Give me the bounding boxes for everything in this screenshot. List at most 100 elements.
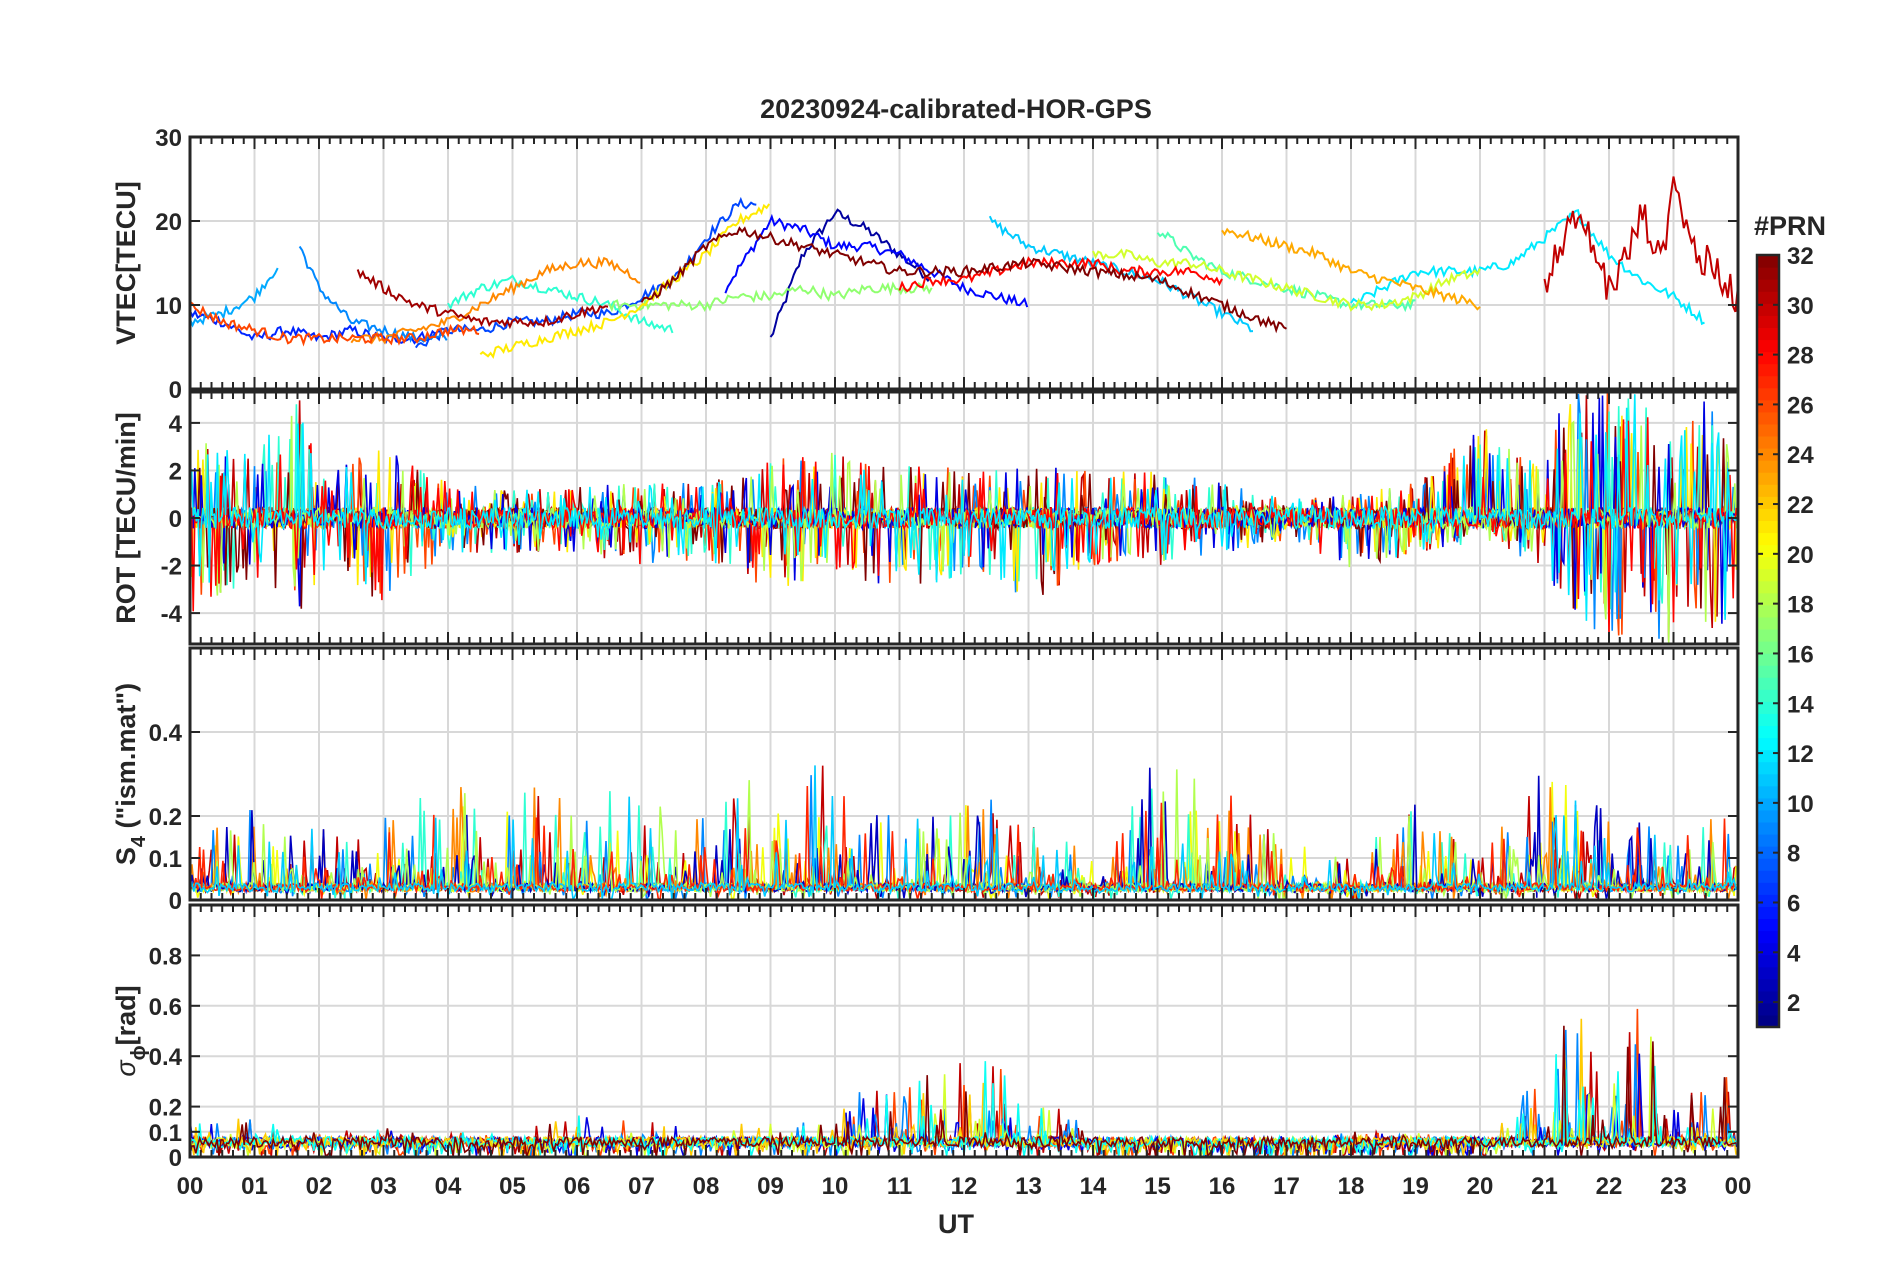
colorbar-swatch <box>1757 713 1779 727</box>
colorbar-swatch <box>1757 797 1779 811</box>
rot-series-prn-18 <box>190 415 1738 644</box>
colorbar-frame <box>1755 253 1781 1029</box>
x-tick-label: 00 <box>1725 1173 1752 1200</box>
colorbar-swatch <box>1757 556 1779 570</box>
colorbar-swatch <box>1757 484 1779 497</box>
x-tick-label: 08 <box>693 1173 720 1200</box>
x-tick-label: 20 <box>1467 1173 1494 1200</box>
y-tick-label: 0.2 <box>149 804 182 831</box>
colorbar-swatch <box>1757 677 1779 690</box>
colorbar-swatch <box>1757 628 1779 642</box>
colorbar-swatch <box>1757 906 1779 920</box>
panel-minor-ticks <box>189 905 1739 1157</box>
colorbar-swatch <box>1757 749 1779 763</box>
colorbar-swatch <box>1757 966 1779 980</box>
vtec-series-prn-23 <box>1221 227 1481 311</box>
colorbar-tick-label: 28 <box>1787 343 1814 370</box>
colorbar-swatch <box>1757 472 1779 485</box>
vtec-series-prn-24 <box>350 255 641 345</box>
x-tick-label: 07 <box>628 1173 655 1200</box>
colorbar-swatch <box>1757 761 1779 775</box>
colorbar-swatch <box>1757 821 1779 835</box>
y-axis-label: VTEC[TECU] <box>111 181 141 345</box>
colorbar-swatch <box>1757 725 1779 739</box>
colorbar-swatch <box>1757 641 1779 654</box>
x-tick-label: 10 <box>822 1173 849 1200</box>
vtec-series-prn-31 <box>356 269 609 330</box>
colorbar-swatch <box>1757 520 1779 534</box>
x-tick-label: 15 <box>1144 1173 1171 1200</box>
colorbar-tick-label: 18 <box>1787 592 1814 619</box>
x-tick-label: 02 <box>306 1173 333 1200</box>
vtec-series-prn-19 <box>1092 248 1481 312</box>
colorbar-swatch <box>1757 532 1779 546</box>
vtec-series-prn-5 <box>724 213 1029 308</box>
x-tick-label: 14 <box>1080 1173 1107 1200</box>
x-tick-label: 16 <box>1209 1173 1236 1200</box>
vtec-series-prn-9 <box>298 245 448 344</box>
y-tick-label: 0 <box>169 506 182 533</box>
colorbar-tick-label: 16 <box>1787 641 1814 668</box>
colorbar-swatch <box>1757 423 1779 437</box>
x-tick-label: 18 <box>1338 1173 1365 1200</box>
y-tick-label: 20 <box>155 209 182 236</box>
y-tick-label: 0.4 <box>149 720 183 747</box>
colorbar-swatch <box>1757 363 1779 377</box>
colorbar-swatch <box>1757 858 1779 871</box>
colorbar-swatch <box>1757 954 1779 968</box>
panel-rot: -4 -2 0 2 4 ROT [TECU/min] <box>111 390 1740 646</box>
vtec-series-prn-32 <box>640 226 1287 334</box>
colorbar-swatch <box>1757 448 1779 461</box>
colorbar-tick-label: 10 <box>1787 791 1814 818</box>
x-tick-label: 12 <box>951 1173 978 1200</box>
x-tick-label: 21 <box>1531 1173 1558 1200</box>
y-tick-label: 0.8 <box>149 943 182 970</box>
colorbar-swatch <box>1757 351 1779 365</box>
colorbar-swatch <box>1757 592 1779 606</box>
colorbar-swatch <box>1757 303 1779 316</box>
colorbar-swatch <box>1757 255 1779 268</box>
colorbar-tick-label: 22 <box>1787 492 1814 519</box>
colorbar-swatch <box>1757 882 1779 895</box>
colorbar-swatch <box>1757 930 1779 944</box>
colorbar-swatch <box>1757 894 1779 907</box>
y-tick-label: 2 <box>169 458 182 485</box>
x-tick-label: 19 <box>1402 1173 1429 1200</box>
y-tick-label: 0 <box>169 888 182 915</box>
colorbar-swatch <box>1757 809 1779 823</box>
colorbar-swatch <box>1757 375 1779 389</box>
colorbar-tick-label: 20 <box>1787 542 1814 569</box>
x-tick-label: 09 <box>757 1173 784 1200</box>
colorbar-tick-label: 30 <box>1787 293 1814 320</box>
colorbar-swatch <box>1757 568 1779 582</box>
vtec-series-prn-15 <box>1156 231 1416 313</box>
y-tick-label: 0 <box>169 377 182 404</box>
x-tick-label: 23 <box>1660 1173 1687 1200</box>
y-tick-label: 4 <box>169 411 183 438</box>
colorbar-swatch <box>1757 387 1779 401</box>
colorbar-swatch <box>1757 327 1779 341</box>
colorbar-swatch <box>1757 291 1779 304</box>
x-tick-label: 11 <box>887 1173 912 1200</box>
y-axis-label: σϕ[rad] <box>111 985 150 1076</box>
colorbar-tick-label: 24 <box>1787 442 1814 469</box>
colorbar-label: #PRN <box>1754 211 1826 241</box>
colorbar-swatch <box>1757 846 1779 859</box>
y-tick-label: 0.2 <box>149 1095 182 1122</box>
x-axis-label: UT <box>938 1209 974 1239</box>
panel-minor-ticks <box>189 392 1739 644</box>
colorbar-swatch <box>1757 701 1779 714</box>
y-tick-label: 0.1 <box>149 1120 182 1147</box>
vtec-series-prn-6 <box>190 309 447 345</box>
vtec-series-prn-28 <box>898 255 1223 293</box>
colorbar-swatch <box>1757 653 1779 666</box>
panel-s4: 0 0.1 0.2 0.4S4 ("ism.mat") <box>111 646 1740 915</box>
y-tick-label: -4 <box>161 601 183 628</box>
colorbar-swatch <box>1757 942 1779 956</box>
vtec-series-prn-26 <box>190 300 480 347</box>
colorbar-swatch <box>1757 1002 1779 1016</box>
colorbar-tick-label: 14 <box>1787 691 1814 718</box>
vtec-series-prn-21 <box>479 203 771 359</box>
x-tick-label: 03 <box>370 1173 397 1200</box>
